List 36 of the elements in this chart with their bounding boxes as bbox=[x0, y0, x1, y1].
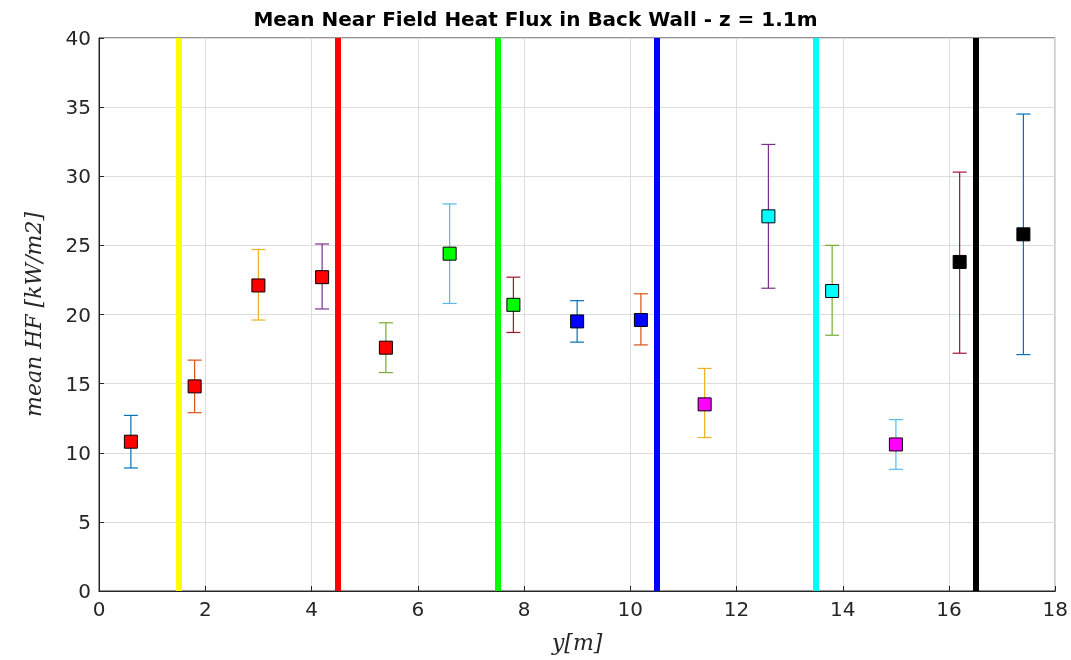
point bbox=[761, 209, 776, 224]
y-tick-label: 15 bbox=[65, 371, 91, 396]
point bbox=[697, 397, 712, 412]
point bbox=[442, 246, 457, 261]
y-tick-label: 0 bbox=[78, 579, 91, 603]
x-tick-label: 10 bbox=[617, 597, 643, 621]
y-tick-label: 10 bbox=[65, 440, 91, 465]
x-tick-label: 2 bbox=[198, 597, 212, 621]
x-tick-label: 6 bbox=[411, 597, 425, 621]
point bbox=[123, 434, 138, 449]
y-tick-label: 35 bbox=[65, 95, 91, 120]
y-axis-title: mean HF [kW/m2] bbox=[20, 211, 46, 417]
point bbox=[952, 254, 967, 269]
point bbox=[506, 297, 521, 312]
point bbox=[251, 278, 266, 293]
point bbox=[1016, 227, 1031, 242]
x-tick-label: 16 bbox=[936, 597, 962, 621]
point bbox=[187, 379, 202, 394]
x-tick-label: 12 bbox=[723, 597, 750, 621]
x-tick-label: 4 bbox=[305, 597, 318, 621]
y-tick-label: 25 bbox=[65, 233, 91, 258]
point bbox=[825, 284, 840, 298]
point bbox=[633, 313, 648, 328]
chart-title: Mean Near Field Heat Flux in Back Wall - z = 1.1m bbox=[253, 7, 818, 31]
y-tick-label: 20 bbox=[65, 302, 91, 327]
y-tick-label: 5 bbox=[78, 509, 91, 534]
x-tick-label: 14 bbox=[830, 597, 856, 621]
x-tick-label: 18 bbox=[1042, 597, 1068, 621]
point bbox=[378, 340, 393, 355]
x-tick-label: 8 bbox=[517, 597, 531, 621]
x-axis-title: y[m] bbox=[550, 629, 603, 655]
y-tick-label: 40 bbox=[65, 26, 91, 50]
point bbox=[315, 270, 330, 285]
y-tick-label: 30 bbox=[65, 164, 91, 189]
point bbox=[570, 314, 585, 329]
point bbox=[888, 437, 903, 452]
